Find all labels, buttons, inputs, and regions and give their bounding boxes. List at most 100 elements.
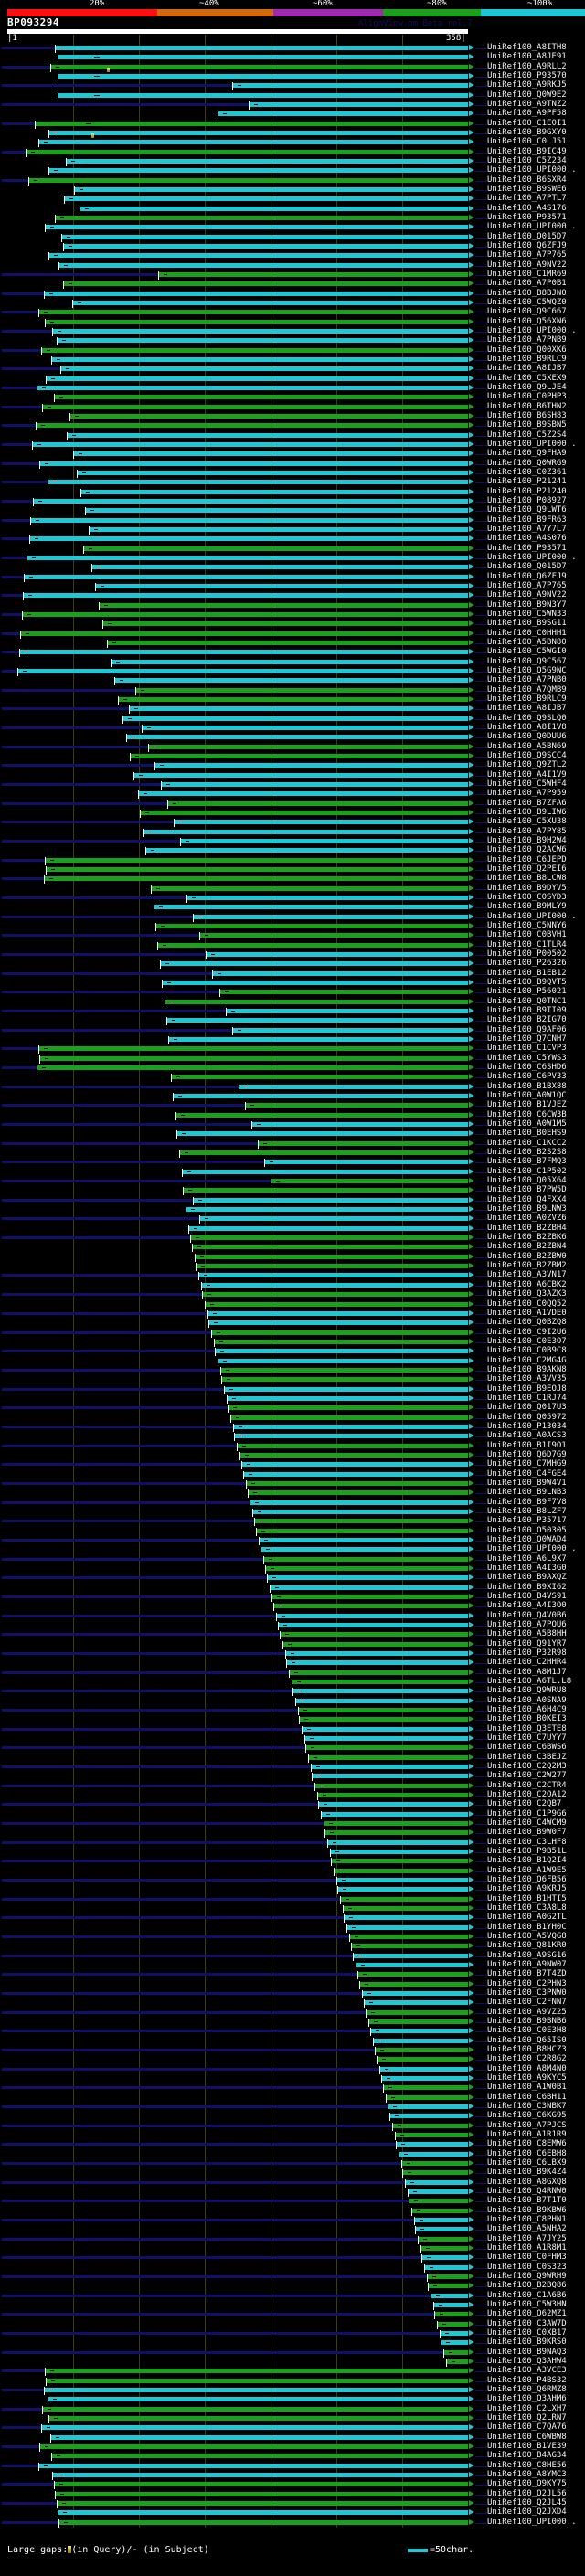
hit-row[interactable]: UniRef100_P21240 [0,487,585,498]
hit-accession-label[interactable]: UniRef100_C1E0I1 [487,118,567,128]
hit-accession-label[interactable]: UniRef100_P56021 [487,987,567,997]
hit-accession-label[interactable]: UniRef100_A8ITH8 [487,43,567,52]
hit-accession-label[interactable]: UniRef100_B7T1T0 [487,2196,567,2206]
hsp-bar[interactable] [327,1839,468,1845]
hsp-bar[interactable] [409,2199,468,2204]
hsp-bar[interactable] [48,2415,468,2421]
hit-row[interactable]: UniRef100_Q015D7 [0,232,585,243]
hsp-bar[interactable] [27,177,468,183]
hit-row[interactable]: UniRef100_B9KBW6 [0,2206,585,2217]
hsp-bar[interactable] [158,272,468,278]
hsp-bar[interactable] [240,1462,468,1468]
hit-row[interactable]: UniRef100_B1VJEZ [0,1100,585,1111]
hit-accession-label[interactable]: UniRef100_B8LCW8 [487,874,567,884]
hsp-bar[interactable] [59,366,468,372]
hsp-bar[interactable] [428,2284,468,2289]
hit-row[interactable]: UniRef100_B6SH83 [0,411,585,422]
hit-accession-label[interactable]: UniRef100_B9FR63 [487,514,567,525]
hsp-bar[interactable] [282,1641,468,1647]
hsp-bar[interactable] [420,2245,468,2251]
hsp-bar[interactable] [58,74,468,79]
hit-row[interactable]: UniRef100_A8I1V8 [0,723,585,734]
hit-accession-label[interactable]: UniRef100_B9RLC9 [487,355,567,365]
hit-accession-label[interactable]: UniRef100_UPI000.. [487,553,577,563]
hit-row[interactable]: UniRef100_A9TNZ2 [0,100,585,111]
hsp-bar[interactable] [44,2369,468,2374]
hit-row[interactable]: UniRef100_C9I2U6 [0,1328,585,1339]
hit-accession-label[interactable]: UniRef100_UPI000.. [487,440,577,450]
hit-accession-label[interactable]: UniRef100_C2MG4G [487,1355,567,1365]
hsp-bar[interactable] [256,1528,468,1533]
hsp-bar[interactable] [191,1245,468,1250]
hit-accession-label[interactable]: UniRef100_B9LIW6 [487,808,567,818]
hsp-bar[interactable] [194,1254,468,1259]
hit-accession-label[interactable]: UniRef100_C4FGE4 [487,1468,567,1479]
hit-accession-label[interactable]: UniRef100_A6CBK2 [487,1279,567,1289]
hit-row[interactable]: UniRef100_A7PNB9 [0,335,585,346]
hsp-bar[interactable] [44,319,468,324]
hsp-bar[interactable] [218,1358,468,1363]
hit-accession-label[interactable]: UniRef100_A9RKJ5 [487,80,567,90]
hit-accession-label[interactable]: UniRef100_B9NAQ3 [487,2347,567,2357]
hsp-bar[interactable] [80,206,468,211]
hit-accession-label[interactable]: UniRef100_B2ZBM2 [487,1261,567,1271]
hsp-bar[interactable] [47,2397,468,2402]
hit-row[interactable]: UniRef100_P32R98 [0,1648,585,1659]
hit-row[interactable]: UniRef100_B4VS91 [0,1592,585,1603]
hsp-bar[interactable] [66,432,468,438]
hit-accession-label[interactable]: UniRef100_B9KRS0 [487,2337,567,2348]
hsp-bar[interactable] [378,2066,468,2072]
hit-row[interactable]: UniRef100_C2QA12 [0,1790,585,1801]
hsp-bar[interactable] [51,2454,468,2459]
hsp-bar[interactable] [432,2302,468,2307]
hit-row[interactable]: UniRef100_C2MG4G [0,1355,585,1367]
hit-row[interactable]: UniRef100_C2CTR4 [0,1781,585,1792]
hit-row[interactable]: UniRef100_B8HCZ3 [0,2045,585,2056]
hsp-bar[interactable] [343,1905,468,1911]
hsp-bar[interactable] [199,933,468,938]
hsp-bar[interactable] [37,2463,468,2468]
hit-row[interactable]: UniRef100_Q3AHW4 [0,2357,585,2368]
hit-accession-label[interactable]: UniRef100_C2PHN3 [487,1978,567,1988]
hsp-bar[interactable] [391,2123,468,2128]
hit-row[interactable]: UniRef100_B8LZF7 [0,1506,585,1518]
hit-accession-label[interactable]: UniRef100_A7PNB0 [487,675,567,685]
hsp-bar[interactable] [84,508,468,514]
hit-accession-label[interactable]: UniRef100_P08927 [487,496,567,506]
hit-row[interactable]: UniRef100_A9VZ25 [0,2007,585,2019]
hsp-bar[interactable] [218,111,468,117]
hsp-bar[interactable] [44,225,468,230]
hit-accession-label[interactable]: UniRef100_A9VZ25 [487,2007,567,2017]
hit-row[interactable]: UniRef100_C0Z361 [0,468,585,479]
hsp-bar[interactable] [407,2189,468,2194]
hit-row[interactable]: UniRef100_B0KEI3 [0,1714,585,1725]
hit-row[interactable]: UniRef100_C5WN33 [0,610,585,620]
hsp-bar[interactable] [353,1953,468,1958]
hit-row[interactable]: UniRef100_B6THN2 [0,402,585,413]
hsp-bar[interactable] [344,1915,468,1921]
hsp-bar[interactable] [284,1650,468,1656]
hit-row[interactable]: UniRef100_C2R8G2 [0,2054,585,2065]
hsp-bar[interactable] [316,1792,468,1797]
hit-row[interactable]: UniRef100_C1MR69 [0,270,585,281]
hit-accession-label[interactable]: UniRef100_B2ZBN4 [487,1242,567,1252]
hit-row[interactable]: UniRef100_B9W4V1 [0,1479,585,1489]
hit-accession-label[interactable]: UniRef100_B2S2S8 [487,1148,567,1158]
hit-accession-label[interactable]: UniRef100_C5WN33 [487,610,567,620]
hit-row[interactable]: UniRef100_Q9WRU8 [0,1686,585,1697]
hsp-bar[interactable] [193,1197,468,1203]
hit-accession-label[interactable]: UniRef100_A7PTL7 [487,194,567,204]
hit-accession-label[interactable]: UniRef100_B8LZF7 [487,1506,567,1516]
hsp-bar[interactable] [176,1131,468,1137]
hsp-bar[interactable] [372,2038,468,2043]
hit-accession-label[interactable]: UniRef100_C6SHD6 [487,1063,567,1073]
hit-accession-label[interactable]: UniRef100_C0S323 [487,2262,567,2272]
hit-rows-container[interactable]: UniRef100_A8ITH8 UniRef100_A8JE91 UniRef10… [0,43,585,2528]
hit-accession-label[interactable]: UniRef100_C2LXH7 [487,2403,567,2413]
hsp-bar[interactable] [141,726,468,731]
hit-accession-label[interactable]: UniRef100_C4WCM9 [487,1818,567,1828]
hit-row[interactable]: UniRef100_C1P9G6 [0,1809,585,1820]
hit-accession-label[interactable]: UniRef100_B9SG11 [487,619,567,629]
hit-row[interactable]: UniRef100_C5NNY6 [0,921,585,932]
hit-row[interactable]: UniRef100_C2W277 [0,1771,585,1782]
